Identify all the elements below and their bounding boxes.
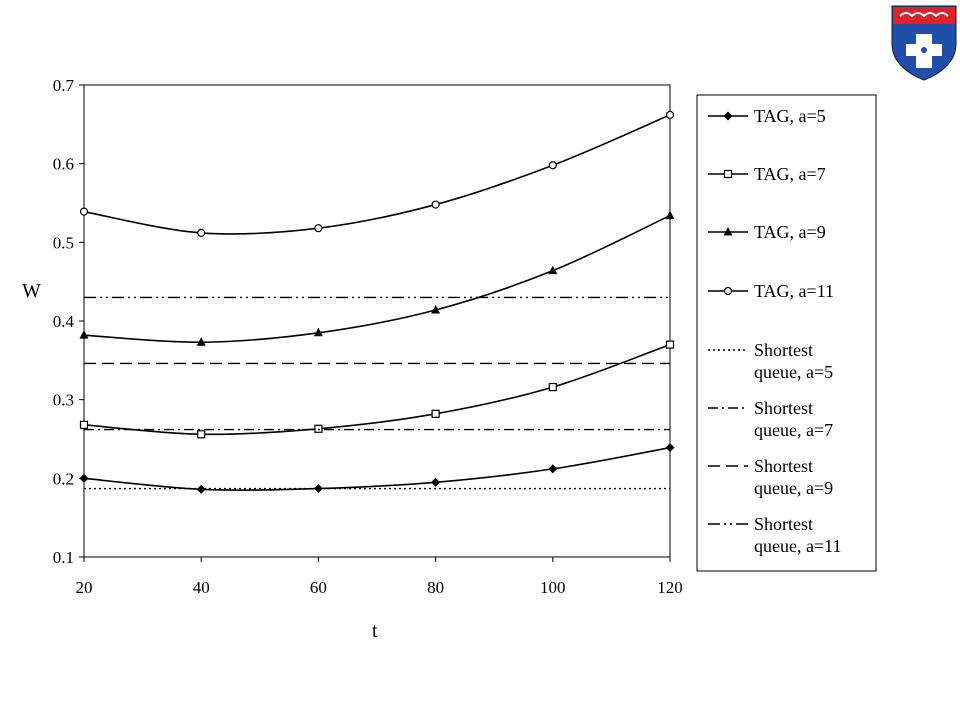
- series-2: [79, 340, 675, 439]
- y-tick-label: 0.3: [53, 391, 74, 410]
- data-point: [314, 424, 323, 433]
- data-point: [197, 228, 206, 237]
- data-point: [79, 330, 89, 339]
- data-point: [196, 484, 206, 494]
- y-tick-label: 0.2: [53, 469, 74, 488]
- legend-label: TAG, a=11: [754, 281, 834, 301]
- data-point: [665, 110, 675, 119]
- legend-label: Shortest: [754, 398, 813, 418]
- data-point: [431, 304, 441, 314]
- series-1: [79, 443, 675, 494]
- data-point: [665, 340, 675, 349]
- x-tick-label: 40: [193, 578, 210, 597]
- data-point: [548, 161, 557, 170]
- y-tick-label: 0.1: [53, 548, 74, 567]
- data-point: [197, 430, 206, 439]
- legend-label: queue, a=5: [754, 362, 833, 382]
- data-point: [313, 327, 323, 337]
- x-tick-label: 60: [310, 578, 327, 597]
- legend-swatch-marker: [723, 169, 733, 179]
- series-layer: [79, 110, 675, 494]
- data-point: [431, 477, 441, 487]
- university-crest-logo: [891, 5, 957, 81]
- legend-entry-1: TAG, a=5: [708, 106, 826, 126]
- data-point: [79, 420, 89, 429]
- data-point: [548, 265, 558, 275]
- x-tick-label: 100: [540, 578, 566, 597]
- legend-label: TAG, a=9: [754, 222, 826, 242]
- legend-label: TAG, a=7: [754, 164, 826, 184]
- x-tick-label: 120: [657, 578, 683, 597]
- data-point: [79, 473, 89, 483]
- x-tick-label: 20: [76, 578, 93, 597]
- legend-label: Shortest: [754, 456, 813, 476]
- x-tick-label: 80: [427, 578, 444, 597]
- y-tick-label: 0.6: [53, 155, 74, 174]
- y-tick-label: 0.5: [53, 233, 74, 252]
- y-tick-label: 0.7: [53, 76, 75, 95]
- data-point: [665, 210, 675, 220]
- legend-label: TAG, a=5: [754, 106, 826, 126]
- data-point: [196, 337, 206, 346]
- legend-label: Shortest: [754, 340, 813, 360]
- legend-label: queue, a=9: [754, 478, 833, 498]
- x-axis: 20 40 60 80 100 120: [76, 557, 683, 597]
- series-4: [79, 110, 675, 237]
- y-axis-title: W: [22, 280, 41, 302]
- legend-entry-3: TAG, a=9: [708, 222, 826, 242]
- data-point: [313, 484, 323, 494]
- series-line: [83, 446, 671, 491]
- y-axis: 0.1 0.2 0.3 0.4 0.5 0.6 0.7: [53, 76, 84, 567]
- series-3: [79, 210, 675, 346]
- y-tick-label: 0.4: [53, 312, 75, 331]
- data-point: [665, 443, 675, 453]
- legend-label: queue, a=11: [754, 536, 841, 556]
- legend: TAG, a=5 TAG, a=7 TAG, a=9 TAG, a=11 Shortes…: [708, 106, 841, 556]
- legend-entry-2: TAG, a=7: [708, 164, 826, 184]
- series-line: [83, 343, 671, 436]
- legend-label: queue, a=7: [754, 420, 833, 440]
- data-point: [79, 207, 89, 216]
- legend-label: Shortest: [754, 514, 813, 534]
- data-point: [548, 382, 557, 392]
- series-line: [83, 114, 671, 235]
- legend-entry-4: TAG, a=11: [708, 281, 834, 301]
- legend-swatch-marker: [723, 286, 733, 296]
- data-point: [431, 200, 440, 209]
- data-point: [548, 464, 558, 474]
- data-point: [314, 224, 323, 233]
- legend-swatch-marker: [723, 227, 733, 236]
- legend-swatch-marker: [723, 111, 733, 121]
- x-axis-title: t: [372, 620, 378, 642]
- data-point: [431, 409, 440, 418]
- series-line: [83, 214, 671, 344]
